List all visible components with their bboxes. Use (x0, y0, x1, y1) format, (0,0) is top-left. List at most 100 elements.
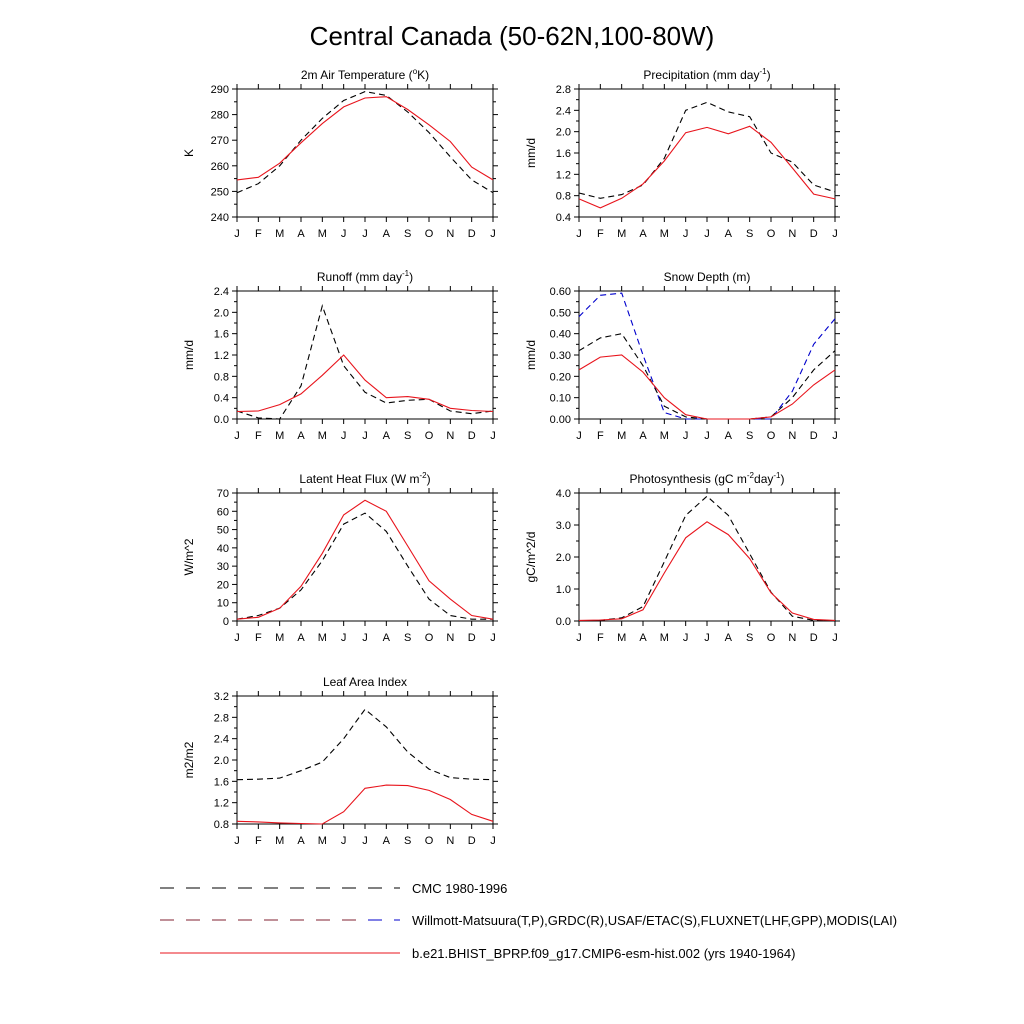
x-tick-label: J (704, 430, 710, 442)
y-tick-label: 1.2 (214, 798, 229, 810)
x-tick-label: J (490, 430, 496, 442)
chart-panel: J F M A M J J A S O N D J 0.8 1.2 1.6 2.0 2.4 2.8 3.2 Leaf A… (182, 675, 498, 847)
x-tick-label: N (788, 228, 796, 240)
x-tick-label: J (832, 632, 838, 644)
x-tick-label: S (746, 632, 753, 644)
y-tick-label: 0.8 (214, 819, 229, 831)
x-tick-label: D (810, 632, 818, 644)
x-tick-label: J (683, 632, 689, 644)
x-tick-label: N (446, 228, 454, 240)
x-tick-label: M (275, 835, 284, 847)
x-tick-label: S (404, 430, 411, 442)
x-tick-label: N (788, 632, 796, 644)
y-axis-label: gC/m^2/d (524, 532, 538, 583)
x-tick-label: O (767, 632, 776, 644)
series-line (236, 354, 494, 413)
y-tick-label: 0.8 (556, 191, 571, 203)
y-tick-label: 0.20 (550, 371, 571, 383)
x-tick-label: S (746, 228, 753, 240)
x-tick-label: M (318, 228, 327, 240)
x-tick-label: M (617, 430, 626, 442)
y-tick-label: 50 (217, 525, 229, 537)
series-line (236, 304, 494, 420)
y-tick-label: 0.00 (550, 414, 571, 426)
legend-label: b.e21.BHIST_BPRP.f09_g17.CMIP6-esm-hist.… (412, 946, 795, 961)
chart-panel: J F M A M J J A S O N D J 0.0 1.0 2.0 3.0 4.0 Photosynthes… (524, 471, 840, 644)
x-tick-label: J (704, 632, 710, 644)
x-tick-label: A (725, 228, 733, 240)
panel-title: Precipitation (mm day-1) (643, 67, 770, 82)
x-tick-label: J (490, 228, 496, 240)
x-tick-label: M (275, 632, 284, 644)
series-line (236, 512, 493, 620)
x-tick-label: M (660, 228, 669, 240)
y-tick-label: 40 (217, 543, 229, 555)
series-line (578, 333, 836, 420)
y-tick-label: 0.0 (556, 616, 571, 628)
x-tick-label: D (468, 430, 476, 442)
y-tick-label: 2.4 (214, 734, 229, 746)
series-line (236, 784, 494, 825)
series-line (236, 499, 494, 620)
x-tick-label: F (597, 430, 604, 442)
plot-frame (236, 290, 494, 420)
x-tick-label: M (275, 430, 284, 442)
x-tick-label: S (746, 430, 753, 442)
y-tick-label: 1.6 (214, 329, 229, 341)
x-tick-label: M (660, 430, 669, 442)
x-tick-label: O (425, 430, 434, 442)
x-tick-label: D (810, 430, 818, 442)
x-tick-label: M (617, 632, 626, 644)
y-tick-label: 4.0 (556, 488, 571, 500)
y-tick-label: 0.4 (556, 212, 571, 224)
x-tick-label: A (639, 228, 647, 240)
x-tick-label: A (383, 835, 391, 847)
x-tick-label: A (297, 835, 305, 847)
y-tick-label: 270 (211, 135, 229, 147)
x-tick-label: F (255, 228, 262, 240)
x-tick-label: A (383, 430, 391, 442)
x-tick-label: F (255, 430, 262, 442)
y-tick-label: 280 (211, 110, 229, 122)
chart-panel: J F M A M J J A S O N D J 240 250 260 270 280 290 2m Air Te… (182, 67, 498, 240)
x-tick-label: N (446, 430, 454, 442)
x-tick-label: J (234, 430, 240, 442)
x-tick-label: S (404, 632, 411, 644)
y-tick-label: 0.60 (550, 286, 571, 298)
panel-title: Snow Depth (m) (664, 270, 751, 284)
y-tick-label: 2.0 (556, 552, 571, 564)
x-tick-label: A (297, 430, 305, 442)
series-line (578, 521, 836, 621)
y-tick-label: 2.4 (214, 286, 229, 298)
y-tick-label: 20 (217, 579, 229, 591)
x-tick-label: N (446, 835, 454, 847)
y-axis-label: mm/d (524, 138, 538, 168)
x-tick-label: J (234, 835, 240, 847)
x-tick-label: D (468, 228, 476, 240)
series-line (236, 91, 494, 194)
x-tick-label: N (788, 430, 796, 442)
x-tick-label: S (404, 835, 411, 847)
x-tick-label: F (597, 632, 604, 644)
y-axis-label: m2/m2 (182, 741, 196, 778)
y-tick-label: 0 (223, 616, 229, 628)
legend-label: Willmott-Matsuura(T,P),GRDC(R),USAF/ETAC… (412, 913, 897, 928)
plot-frame (578, 492, 836, 622)
panel-title: Runoff (mm day-1) (317, 269, 413, 284)
x-tick-label: A (639, 430, 647, 442)
series-line (578, 125, 836, 209)
x-tick-label: F (255, 835, 262, 847)
x-tick-label: M (318, 430, 327, 442)
y-tick-label: 260 (211, 161, 229, 173)
legend-entry: b.e21.BHIST_BPRP.f09_g17.CMIP6-esm-hist.… (160, 946, 795, 961)
y-tick-label: 2.0 (556, 127, 571, 139)
x-tick-label: J (341, 228, 347, 240)
x-tick-label: J (704, 228, 710, 240)
x-tick-label: J (683, 228, 689, 240)
y-tick-label: 2.0 (214, 307, 229, 319)
legend-entry: Willmott-Matsuura(T,P),GRDC(R),USAF/ETAC… (160, 913, 897, 928)
x-tick-label: A (639, 632, 647, 644)
y-tick-label: 0.0 (214, 414, 229, 426)
